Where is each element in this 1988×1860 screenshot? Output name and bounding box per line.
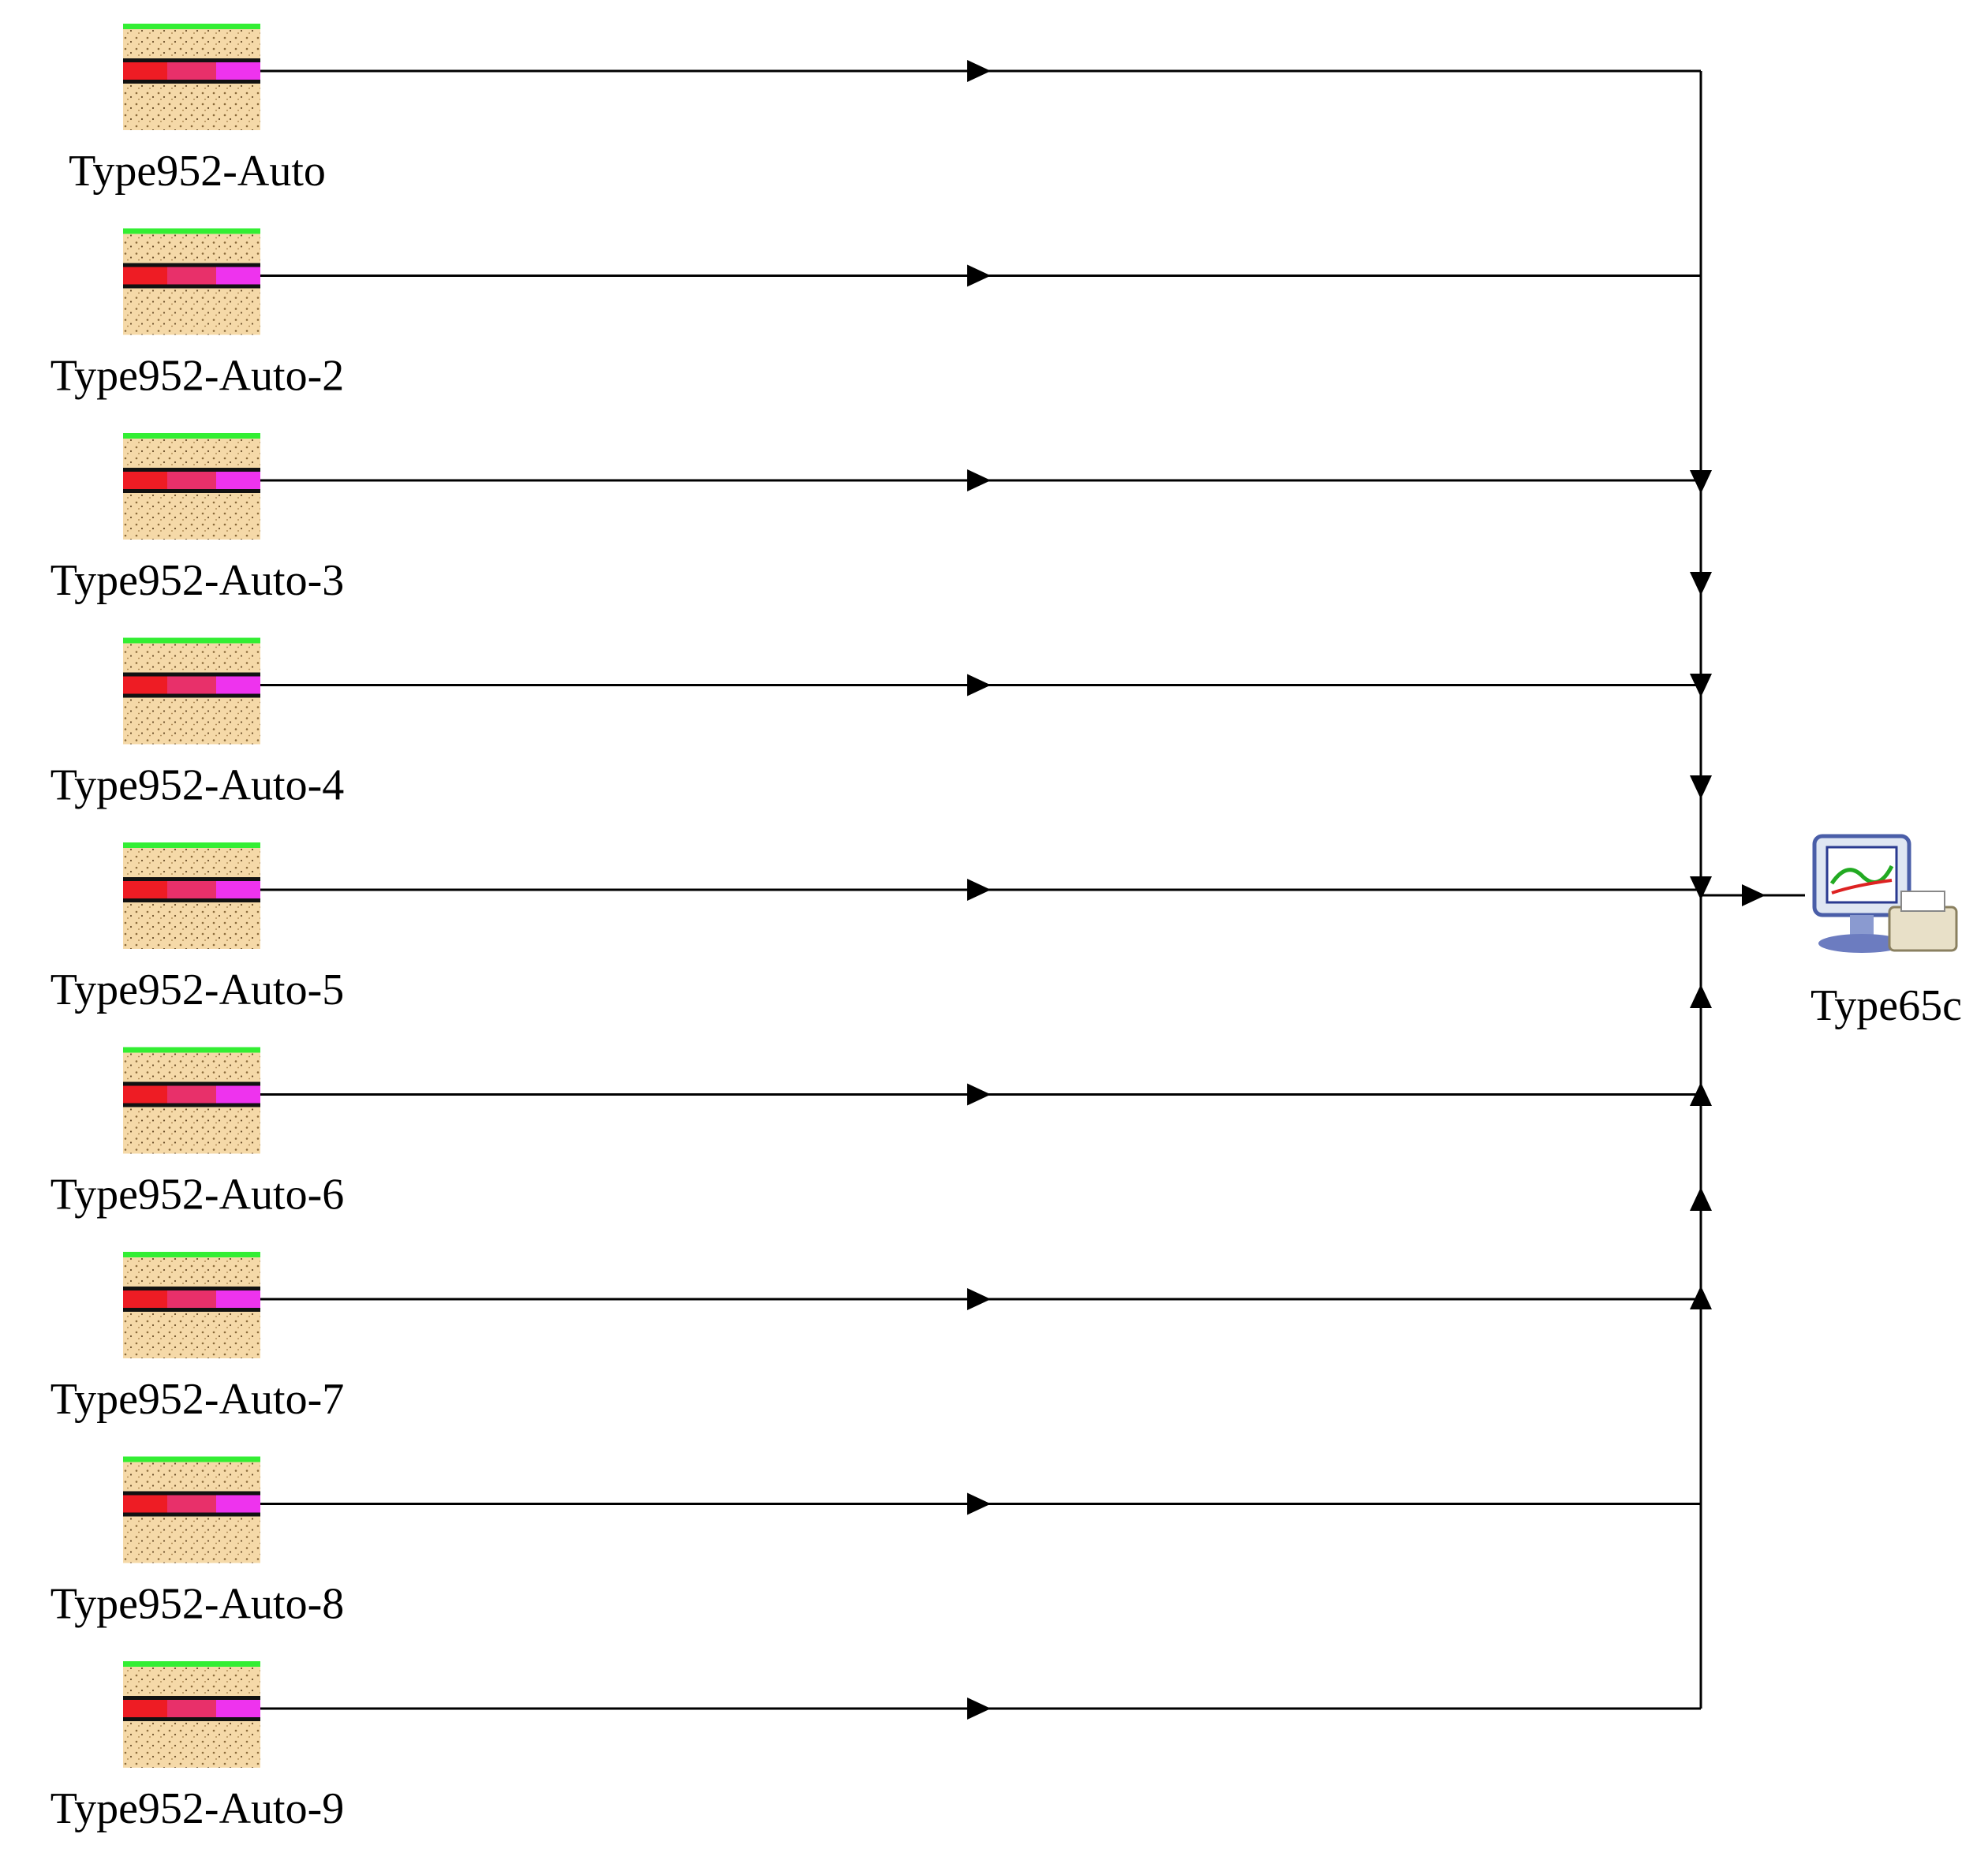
arrow-head bbox=[967, 60, 991, 82]
arrow-head bbox=[967, 1698, 991, 1720]
component-label: Type952-Auto-4 bbox=[50, 760, 344, 809]
component-icon bbox=[123, 1047, 260, 1154]
connections bbox=[260, 60, 1805, 1720]
component-label: Type952-Auto-3 bbox=[50, 556, 344, 605]
component-icon bbox=[123, 24, 260, 130]
output-label: Type65c bbox=[1810, 981, 1962, 1030]
component-icon bbox=[123, 1661, 260, 1768]
arrow-head bbox=[1690, 674, 1712, 697]
component-label: Type952-Auto bbox=[69, 147, 326, 196]
component-label: Type952-Auto-9 bbox=[50, 1784, 344, 1833]
arrow-head bbox=[1690, 1286, 1712, 1309]
arrow-head bbox=[967, 1083, 991, 1106]
component-icon bbox=[123, 1456, 260, 1563]
arrow-head bbox=[967, 879, 991, 901]
arrow-head bbox=[967, 674, 991, 697]
component-label: Type952-Auto-6 bbox=[50, 1170, 344, 1219]
component-label: Type952-Auto-7 bbox=[50, 1375, 344, 1424]
component-icon bbox=[123, 228, 260, 335]
arrow-head bbox=[1690, 572, 1712, 596]
component-label: Type952-Auto-2 bbox=[50, 351, 344, 400]
component-label: Type952-Auto-5 bbox=[50, 965, 344, 1014]
arrow-head bbox=[1742, 884, 1766, 906]
arrow-head bbox=[967, 264, 991, 287]
components: Type952-Auto Type952-Auto-2 Type952-Auto-3… bbox=[50, 24, 344, 1833]
arrow-head bbox=[1690, 984, 1712, 1008]
arrow-head bbox=[1690, 1082, 1712, 1106]
arrow-head bbox=[967, 469, 991, 491]
arrow-head bbox=[1690, 470, 1712, 494]
arrow-head bbox=[967, 1288, 991, 1310]
component-icon bbox=[123, 842, 260, 949]
arrow-head bbox=[1690, 876, 1712, 900]
component-icon bbox=[123, 433, 260, 540]
arrow-head bbox=[967, 1492, 991, 1515]
arrow-head bbox=[1690, 775, 1712, 799]
component-icon bbox=[123, 637, 260, 745]
component-icon bbox=[123, 1252, 260, 1358]
arrow-head bbox=[1690, 1187, 1712, 1211]
printer-icon bbox=[1812, 834, 1958, 953]
component-label: Type952-Auto-8 bbox=[50, 1579, 344, 1628]
